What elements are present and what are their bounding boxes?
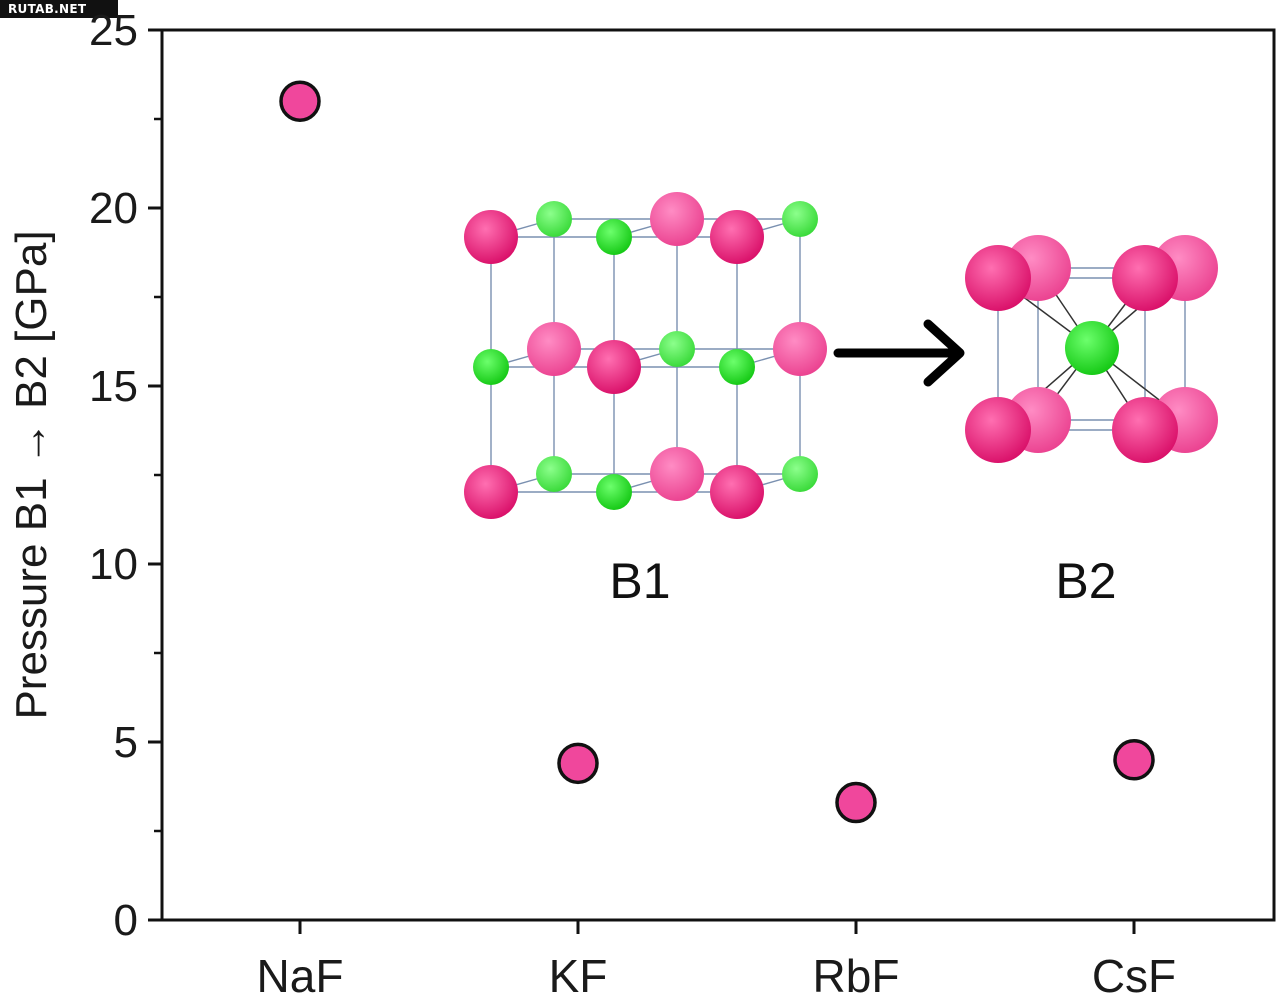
anion-atom bbox=[536, 456, 572, 492]
x-tick-label: KF bbox=[549, 950, 608, 1002]
cation-atom bbox=[587, 340, 641, 394]
y-tick-label: 0 bbox=[114, 896, 138, 945]
y-tick-label: 20 bbox=[89, 184, 138, 233]
anion-atom bbox=[659, 331, 695, 367]
x-tick-label: RbF bbox=[813, 950, 900, 1002]
x-axis: NaF KF RbF CsF bbox=[257, 920, 1176, 1002]
cation-atom bbox=[464, 465, 518, 519]
data-points bbox=[279, 80, 1155, 824]
cation-atom bbox=[650, 447, 704, 501]
cation-atom bbox=[527, 322, 581, 376]
anion-atom bbox=[782, 456, 818, 492]
cation-atom bbox=[464, 210, 518, 264]
y-tick-label: 15 bbox=[89, 362, 138, 411]
anion-atom bbox=[782, 201, 818, 237]
data-point-naf bbox=[279, 80, 321, 122]
anion-atom bbox=[1065, 321, 1119, 375]
anion-atom bbox=[596, 474, 632, 510]
y-axis: 0 5 10 15 20 25 bbox=[89, 6, 162, 945]
x-tick-label: CsF bbox=[1092, 950, 1176, 1002]
anion-atom bbox=[596, 219, 632, 255]
cation-atom bbox=[710, 465, 764, 519]
anion-atom bbox=[473, 349, 509, 385]
b2-structure-illustration: B2 bbox=[965, 235, 1218, 609]
b2-label: B2 bbox=[1055, 553, 1116, 609]
data-point-rbf bbox=[835, 781, 877, 824]
y-tick-label: 10 bbox=[89, 540, 138, 589]
cation-atom bbox=[1112, 397, 1178, 463]
y-axis-label: Pressure B1 → B2 [GPa] bbox=[7, 230, 56, 719]
x-tick-label: NaF bbox=[257, 950, 344, 1002]
data-point-csf bbox=[1113, 739, 1155, 781]
anion-atom bbox=[536, 201, 572, 237]
b1-structure-illustration: B1 bbox=[464, 192, 827, 609]
data-point-kf bbox=[557, 742, 599, 785]
cation-atom bbox=[710, 210, 764, 264]
y-tick-label: 25 bbox=[89, 6, 138, 55]
cation-atom bbox=[650, 192, 704, 246]
b1-label: B1 bbox=[609, 553, 670, 609]
cation-atom bbox=[965, 397, 1031, 463]
anion-atom bbox=[719, 349, 755, 385]
transition-arrow bbox=[833, 319, 965, 387]
cation-atom bbox=[773, 322, 827, 376]
cation-atom bbox=[965, 245, 1031, 311]
y-tick-label: 5 bbox=[114, 718, 138, 767]
watermark: RUTAB.NET bbox=[0, 0, 118, 18]
cation-atom bbox=[1112, 245, 1178, 311]
